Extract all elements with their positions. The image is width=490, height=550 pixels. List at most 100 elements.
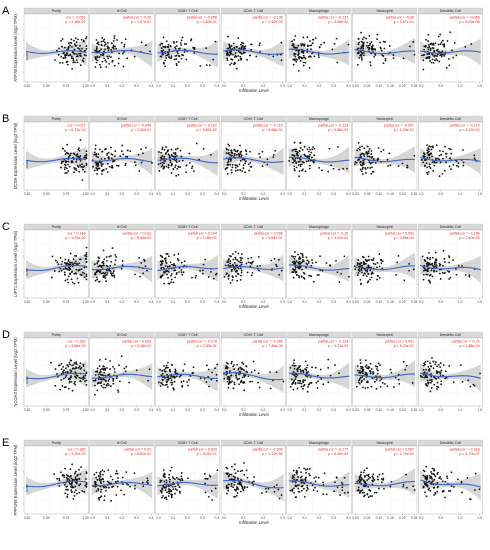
data-point [225,466,228,469]
data-point [293,39,296,41]
x-tick-label: 0.2 [317,84,322,88]
data-point [369,490,372,492]
data-point [214,40,217,43]
facet-title: Neutrophil [377,333,394,337]
data-point [92,379,95,382]
data-point [180,57,183,60]
data-point [427,365,430,368]
x-tick-label: 0.0 [90,408,95,412]
data-point [426,171,428,174]
data-point [237,260,240,263]
data-point [235,275,237,278]
data-point [310,382,313,384]
data-point [177,60,180,63]
data-point [175,158,178,161]
data-point [273,485,276,488]
data-point [282,380,285,383]
data-point [84,374,87,377]
data-point [359,359,362,361]
data-point [422,368,425,371]
data-point [246,58,249,61]
data-point [62,57,65,59]
data-point [177,166,180,168]
x-tick-label: 0.1 [302,192,307,196]
x-tick-label: 0.1 [302,516,307,520]
data-point [74,44,77,47]
data-point [58,485,61,487]
data-point [425,269,428,272]
data-point [100,158,103,160]
data-point [413,53,416,56]
data-point [179,42,182,44]
correlation-value: cor = 0.185 [67,448,85,452]
data-point [95,39,98,41]
data-point [172,477,175,480]
data-point [233,488,236,491]
data-point [313,154,316,157]
data-point [134,484,136,487]
scatter-points [94,35,151,69]
data-point [163,475,166,478]
data-point [384,57,387,60]
data-point [160,263,162,266]
data-point [318,167,321,169]
data-point [357,486,360,489]
data-point [112,39,115,42]
data-point [94,374,97,376]
data-point [163,167,165,169]
data-point [56,261,59,264]
data-point [225,273,228,276]
fit-line [223,157,284,163]
data-point [236,363,239,366]
data-point [241,368,244,370]
data-point [438,175,441,178]
data-point [160,276,162,279]
data-point [67,156,70,158]
data-point [229,158,232,161]
data-point [73,43,76,45]
data-point [297,253,299,256]
data-point [99,371,101,374]
data-point [435,144,438,147]
data-point [75,489,77,492]
data-point [175,273,178,276]
x-tick-label: 0.0 [222,516,227,520]
data-point [64,56,67,59]
data-point [164,473,166,476]
data-point [100,264,103,267]
data-point [228,258,230,260]
data-point [95,276,98,279]
data-point [160,491,163,494]
x-tick-label: 0.0 [419,192,424,196]
data-point [442,249,445,252]
data-point [100,54,102,56]
data-point [84,37,87,40]
data-point [312,146,314,148]
data-point [171,263,173,266]
data-point [364,387,367,390]
data-point [73,491,76,494]
data-point [245,365,248,368]
data-point [104,272,107,274]
data-point [322,481,324,484]
data-point [164,265,167,267]
data-point [442,43,444,46]
y-axis-label: DCSH Expression Level (log2 TPM) [13,122,18,189]
data-point [228,54,231,57]
data-point [251,380,253,383]
data-point [423,376,426,379]
data-point [427,488,430,491]
data-point [79,64,82,67]
data-point [167,377,170,380]
fit-line [25,50,87,54]
data-point [374,48,377,51]
facet-title: CD8+ T Cell [178,225,198,229]
data-point [359,372,362,374]
data-point [376,369,379,372]
data-point [429,43,432,46]
data-point [85,485,88,488]
x-tick-label: 0.25 [24,516,31,520]
data-point [172,387,175,389]
data-point [436,55,438,58]
